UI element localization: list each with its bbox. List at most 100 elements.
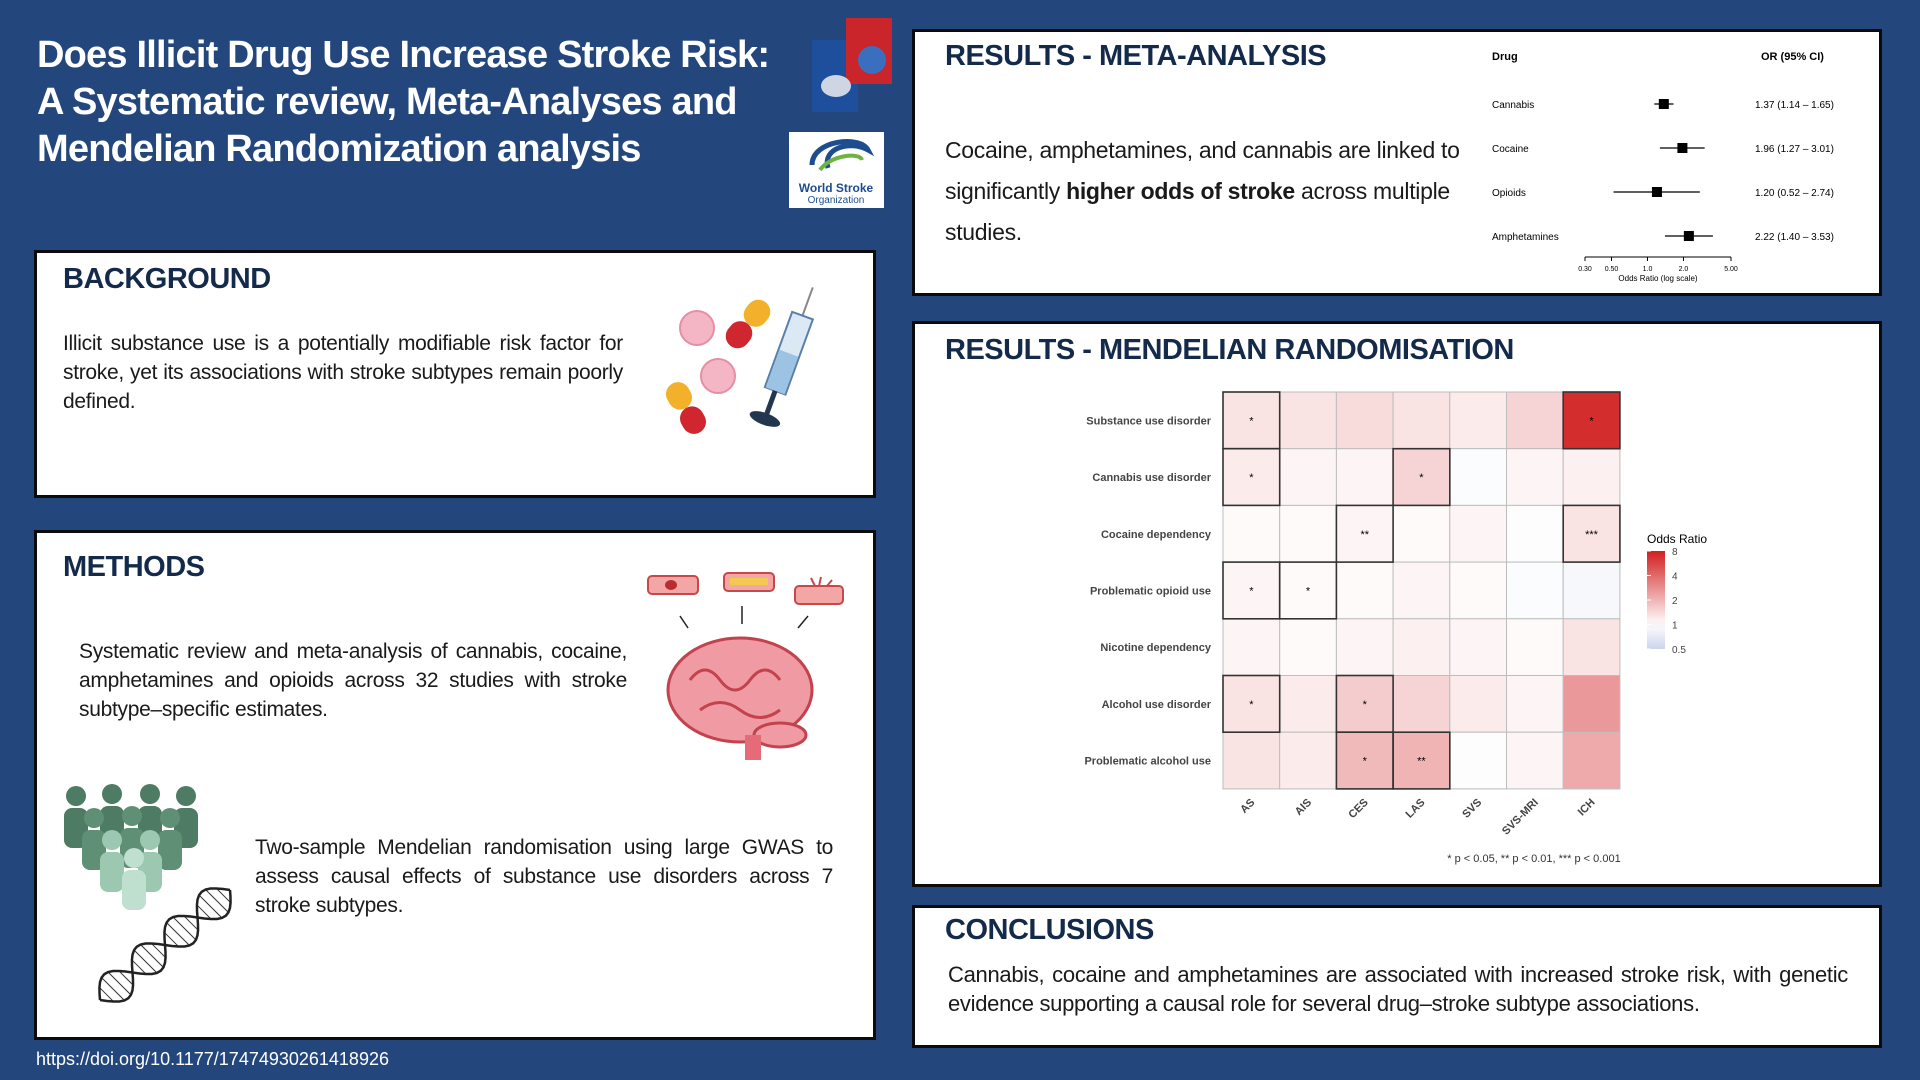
panel-text: Cannabis, cocaine and amphetamines are a… [948,962,1848,1016]
person-head [176,786,196,806]
heatmap-cell [1279,675,1337,733]
legend-tick-label: 8 [1672,547,1678,558]
forest-tick-label: 0.30 [1578,266,1592,273]
logo-text: Organization [808,195,865,206]
capsule-half [725,321,753,349]
heatmap-cell [1279,391,1337,450]
heatmap-star: * [1363,756,1368,768]
dna-rung [172,916,197,941]
heatmap-row-label: Cocaine dependency [1101,529,1212,541]
forest-plot: Drug OR (95% CI) Cannabis 1.37 (1.14 – 1.65… [1492,51,1834,283]
heatmap-cell [1222,391,1281,450]
heatmap-star: * [1589,415,1594,427]
dna-rung [131,959,147,975]
conclusions-panel: CONCLUSIONS Cannabis, cocaine and amphet… [912,905,1882,1048]
heatmap-cell [1562,448,1621,506]
forest-tick-label: 0.50 [1605,266,1619,273]
heatmap-sig-border [1222,447,1281,507]
heatmap-star: * [1249,585,1254,597]
heatmap-sig-border [1222,674,1281,734]
heatmap-cell [1449,504,1508,563]
forest-axis-label: Odds Ratio (log scale) [1618,274,1697,283]
heatmap-cell [1506,391,1564,450]
panel-text: Two-sample Mendelian randomisation using… [255,836,833,917]
plunger-head [749,411,781,427]
heatmap-cell [1392,504,1451,563]
heatmap-sig-border [1278,561,1338,620]
heatmap-cell [1449,448,1508,506]
person-head [122,806,142,826]
legend-tick-label: 4 [1672,572,1678,583]
cover-globe [858,46,886,74]
dna-rung [183,915,199,931]
plaque [730,578,768,585]
heatmap-star: * [1249,472,1254,484]
logo-text: World Stroke [799,181,874,195]
dna-rung [196,904,212,920]
text-part: Cocaine, amphetamines, and cannabis are … [945,137,1460,204]
heatmap-cell [1335,561,1394,620]
heatmap-cell [1562,675,1621,733]
methods-panel: METHODS Systematic review and meta-analy… [34,530,876,1040]
title-line: Does Illicit Drug Use Increase Stroke Ri… [37,34,770,76]
person-head [140,830,160,850]
brain-stem [745,735,761,760]
heatmap-sig-border [1392,447,1451,507]
panel-heading: CONCLUSIONS [945,914,1154,946]
heatmap-star: ** [1360,529,1369,541]
text-emphasis: higher odds of stroke [1066,178,1295,204]
heatmap-cell [1335,448,1394,506]
dna-rung [164,932,179,947]
heatmap-cell [1392,561,1451,620]
heatmap-cell [1335,618,1394,676]
forest-label: 1.37 (1.14 – 1.65) [1755,100,1834,111]
cover-brain [821,75,851,97]
dna-rung [101,977,125,1001]
title-line: A Systematic review, Meta-Analyses and [37,81,737,123]
panel-heading: BACKGROUND [63,263,271,295]
heatmap-star: * [1419,472,1424,484]
heatmap-star: * [1363,699,1368,711]
brain-fold [688,668,782,719]
heatmap-col-label: AS [1238,797,1257,816]
brain-icon [647,572,844,760]
heatmap-cell [1449,731,1508,790]
heatmap-col-label: LAS [1404,797,1428,821]
person-head [102,830,122,850]
forest-tick-label: 2.0 [1679,266,1689,273]
dna-rung [151,943,166,958]
heatmap-cell [1506,675,1564,733]
needle [801,287,814,316]
legend-bar [1647,551,1665,649]
forest-label: 1.20 (0.52 – 2.74) [1755,188,1834,199]
wso-logo: World Stroke Organization [789,132,884,208]
dna-rung [166,922,190,946]
heatmap-row-label: Alcohol use disorder [1102,699,1212,711]
heatmap-cell [1562,561,1621,620]
pill [679,310,715,346]
plunger [764,389,778,416]
heatmap-row-label: Nicotine dependency [1100,642,1212,654]
heatmap-cell [1279,448,1337,506]
heatmap-sig-border [1392,731,1451,790]
person-head [66,786,86,806]
panel-text: Cocaine, amphetamines, and cannabis are … [945,130,1465,253]
heatmap-cell [1279,731,1337,790]
forest-label: 1.96 (1.27 – 3.01) [1755,144,1834,155]
heatmap-cell [1449,391,1508,450]
person-body [122,870,146,910]
dna-rung [205,889,229,913]
heatmap-col-label: SVS-MRI [1500,797,1541,838]
person-head [84,808,104,828]
heatmap-cell [1506,618,1564,676]
legend-tick-label: 2 [1672,596,1678,607]
heatmap-cell [1506,561,1564,620]
legend-tick-label: 0.5 [1672,645,1686,656]
capsule-half [743,299,771,327]
dna-icon [98,887,232,1003]
person-head [102,784,122,804]
heatmap-star: * [1306,585,1311,597]
heatmap-row-label: Problematic alcohol use [1084,756,1211,768]
heatmap-cell [1506,731,1564,790]
